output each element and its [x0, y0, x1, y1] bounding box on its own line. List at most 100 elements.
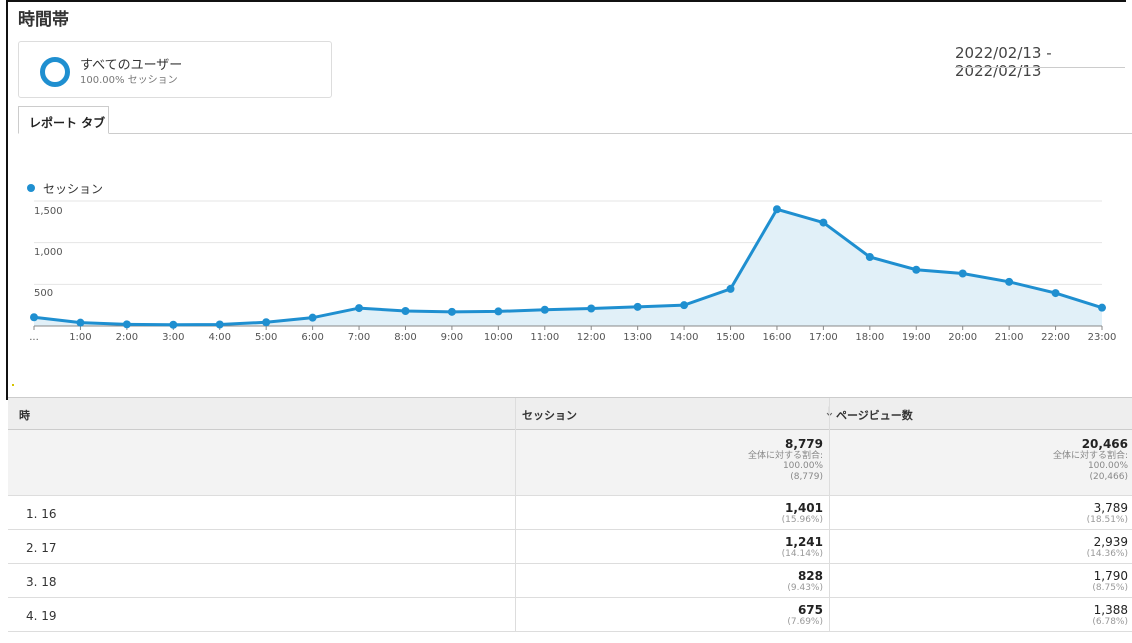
- table-row[interactable]: 4. 19 675 (7.69%) 1,388 (6.78%): [8, 598, 1132, 632]
- date-range-picker[interactable]: 2022/02/13 - 2022/02/13: [955, 44, 1052, 80]
- data-point[interactable]: [726, 284, 735, 293]
- segment-name: すべてのユーザー: [80, 58, 183, 73]
- row-hour-label[interactable]: 3. 18: [26, 575, 57, 589]
- series-line: [33, 207, 1103, 327]
- row-pageviews: 1,388 (6.78%): [832, 603, 1128, 627]
- x-tick-label: 4:00: [208, 332, 231, 343]
- data-point[interactable]: [308, 313, 317, 322]
- header-sessions[interactable]: セッション: [522, 409, 577, 422]
- pageviews-pct: (6.78%): [1092, 617, 1128, 627]
- table-row[interactable]: 2. 17 1,241 (14.14%) 2,939 (14.36%): [8, 530, 1132, 564]
- sessions-pct: (15.96%): [781, 515, 823, 525]
- x-tick-label: 14:00: [669, 332, 699, 343]
- row-sessions: 1,241 (14.14%): [518, 535, 823, 559]
- data-point[interactable]: [680, 301, 689, 310]
- pageviews-pct: (14.36%): [1086, 549, 1128, 559]
- frame-top-border: [6, 0, 1126, 2]
- column-divider: [829, 496, 830, 530]
- sessions-value: 1,241: [785, 535, 823, 549]
- line-chart[interactable]: [0, 0, 1132, 400]
- x-tick-label: 20:00: [948, 332, 978, 343]
- y-tick-label: 1,000: [34, 247, 63, 258]
- total-sessions-base: (8,779): [790, 471, 823, 482]
- data-point[interactable]: [587, 304, 596, 313]
- data-point[interactable]: [865, 253, 874, 261]
- x-tick-label: 19:00: [901, 332, 931, 343]
- x-tick-label: 18:00: [855, 332, 885, 343]
- pageviews-value: 1,388: [1093, 603, 1128, 617]
- tab-divider: [18, 133, 1132, 134]
- data-point[interactable]: [122, 320, 131, 329]
- x-tick-label: 5:00: [254, 332, 278, 343]
- data-point[interactable]: [401, 307, 410, 315]
- x-tick-label: 7:00: [347, 332, 371, 343]
- data-point[interactable]: [1051, 289, 1060, 298]
- header-pageviews[interactable]: ページビュー数: [836, 409, 913, 422]
- total-sessions-label: 全体に対する割合:: [747, 451, 823, 461]
- data-point[interactable]: [262, 318, 271, 327]
- y-tick-label: 1,500: [34, 206, 63, 217]
- total-pageviews-pct: 100.00%: [1087, 461, 1128, 472]
- x-tick-label: 3:00: [162, 332, 185, 343]
- frame-left-border: [6, 0, 8, 400]
- totals-row: 8,779 全体に対する割合: 100.00% (8,779) 20,466 全…: [8, 430, 1132, 496]
- total-pageviews-base: (20,466): [1089, 471, 1128, 482]
- column-divider: [829, 530, 830, 564]
- x-tick-label: 13:00: [623, 332, 653, 343]
- table-header: 時 セッション ↓ ページビュー数: [8, 397, 1132, 431]
- data-point[interactable]: [1005, 277, 1014, 286]
- data-point[interactable]: [633, 302, 642, 311]
- column-divider: [515, 598, 516, 632]
- chart-legend[interactable]: セッション: [27, 180, 103, 197]
- data-point[interactable]: [169, 320, 178, 329]
- date-range-underline: [955, 67, 1125, 68]
- total-sessions-pct: 100.00%: [782, 461, 823, 472]
- row-hour-label[interactable]: 4. 19: [26, 609, 57, 623]
- pageviews-value: 3,789: [1093, 501, 1128, 515]
- sessions-value: 1,401: [785, 501, 823, 515]
- data-point[interactable]: [76, 318, 85, 327]
- pageviews-value: 2,939: [1093, 535, 1128, 549]
- x-tick-label: 8:00: [394, 332, 417, 343]
- table-row[interactable]: 1. 16 1,401 (15.96%) 3,789 (18.51%): [8, 496, 1132, 530]
- sessions-pct: (7.69%): [787, 617, 823, 627]
- table-row[interactable]: 3. 18 828 (9.43%) 1,790 (8.75%): [8, 564, 1132, 598]
- column-divider: [515, 564, 516, 598]
- data-point[interactable]: [355, 304, 364, 313]
- data-point[interactable]: [819, 218, 828, 227]
- data-point[interactable]: [215, 320, 224, 329]
- data-point[interactable]: [958, 269, 967, 278]
- column-divider: [829, 564, 830, 598]
- segment-card[interactable]: すべてのユーザー 100.00% セッション: [18, 41, 332, 98]
- data-point[interactable]: [540, 305, 549, 314]
- row-hour-label[interactable]: 2. 17: [26, 541, 57, 555]
- column-divider: [515, 430, 516, 496]
- x-tick-label: 21:00: [994, 332, 1024, 343]
- series-area: [34, 209, 1102, 326]
- sessions-pct: (14.14%): [781, 549, 823, 559]
- data-point[interactable]: [30, 313, 38, 322]
- x-tick-label: 1:00: [69, 332, 92, 343]
- row-sessions: 1,401 (15.96%): [518, 501, 823, 525]
- x-tick-label: 2:00: [115, 332, 139, 343]
- pageviews-value: 1,790: [1093, 569, 1128, 583]
- x-tick-label: 17:00: [808, 332, 838, 343]
- total-pageviews: 20,466 全体に対する割合: 100.00% (20,466): [832, 437, 1128, 482]
- tab-report[interactable]: レポート タブ: [18, 106, 109, 134]
- tiny-mark: [12, 384, 14, 386]
- header-dimension[interactable]: 時: [19, 409, 30, 422]
- row-pageviews: 3,789 (18.51%): [832, 501, 1128, 525]
- data-point[interactable]: [912, 265, 921, 274]
- row-pageviews: 2,939 (14.36%): [832, 535, 1128, 559]
- data-point[interactable]: [447, 307, 456, 316]
- data-point[interactable]: [772, 205, 781, 214]
- x-tick-label: 23:00: [1087, 332, 1117, 343]
- column-divider: [515, 530, 516, 564]
- row-hour-label[interactable]: 1. 16: [26, 507, 57, 521]
- x-tick-label: 15:00: [716, 332, 745, 343]
- column-divider: [829, 598, 830, 632]
- data-point[interactable]: [1098, 303, 1106, 312]
- data-point[interactable]: [494, 307, 503, 316]
- x-tick-label: 9:00: [440, 332, 464, 343]
- column-divider: [515, 496, 516, 530]
